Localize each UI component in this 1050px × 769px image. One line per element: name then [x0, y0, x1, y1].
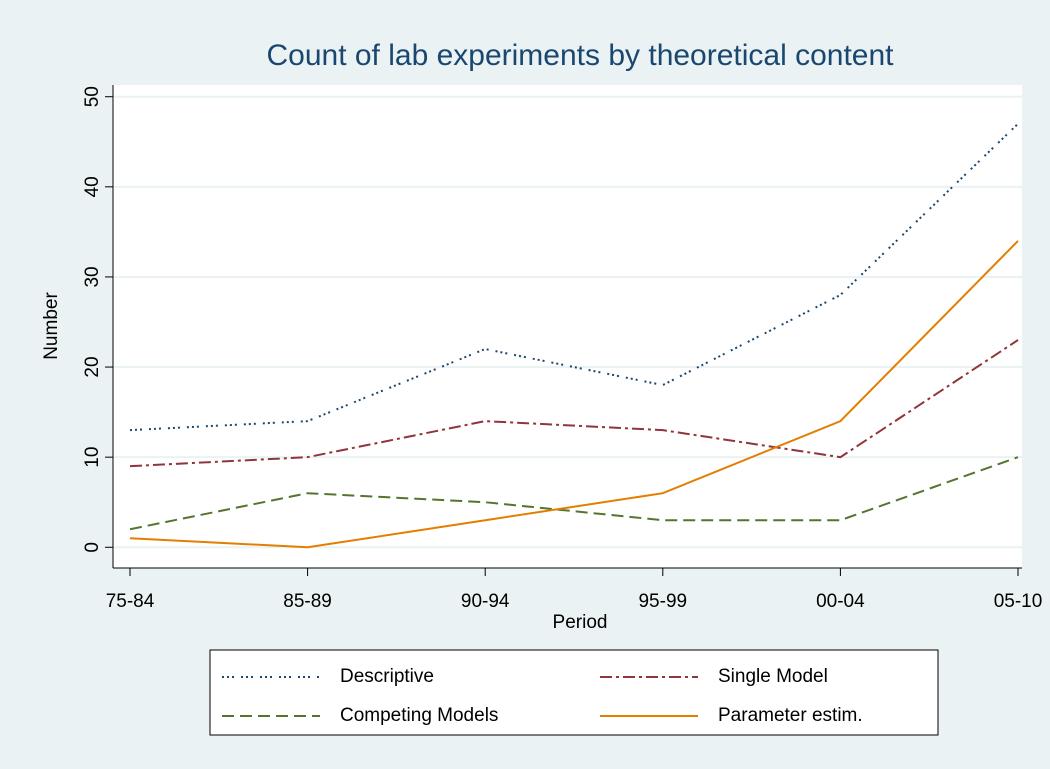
- y-tick-label: 50: [82, 86, 103, 107]
- legend-label: Single Model: [718, 666, 828, 687]
- series-line: [129, 240, 1019, 549]
- x-axis-label: Period: [553, 612, 608, 633]
- legend-label: Competing Models: [340, 705, 498, 726]
- y-tick-label: 40: [82, 176, 103, 197]
- x-tick-label: 05-10: [994, 591, 1043, 612]
- y-axis-label: Number: [41, 292, 62, 360]
- y-tick-label: 30: [82, 266, 103, 287]
- x-tick-label: 90-94: [461, 591, 510, 612]
- legend-label: Parameter estim.: [718, 705, 863, 726]
- x-tick-label: 75-84: [106, 591, 155, 612]
- x-tick-label: 85-89: [283, 591, 332, 612]
- plot-area: [113, 85, 1022, 568]
- y-tick-label: 10: [82, 447, 103, 468]
- series-line: [129, 339, 1019, 468]
- series-line: [129, 123, 1019, 432]
- legend-label: Descriptive: [340, 666, 434, 687]
- legend: [209, 649, 939, 736]
- chart-title: Count of lab experiments by theoretical …: [266, 39, 894, 72]
- y-tick-label: 0: [82, 542, 103, 553]
- x-tick-label: 00-04: [816, 591, 865, 612]
- x-tick-label: 95-99: [638, 591, 687, 612]
- series-line: [129, 456, 1019, 531]
- y-tick-label: 20: [82, 356, 103, 377]
